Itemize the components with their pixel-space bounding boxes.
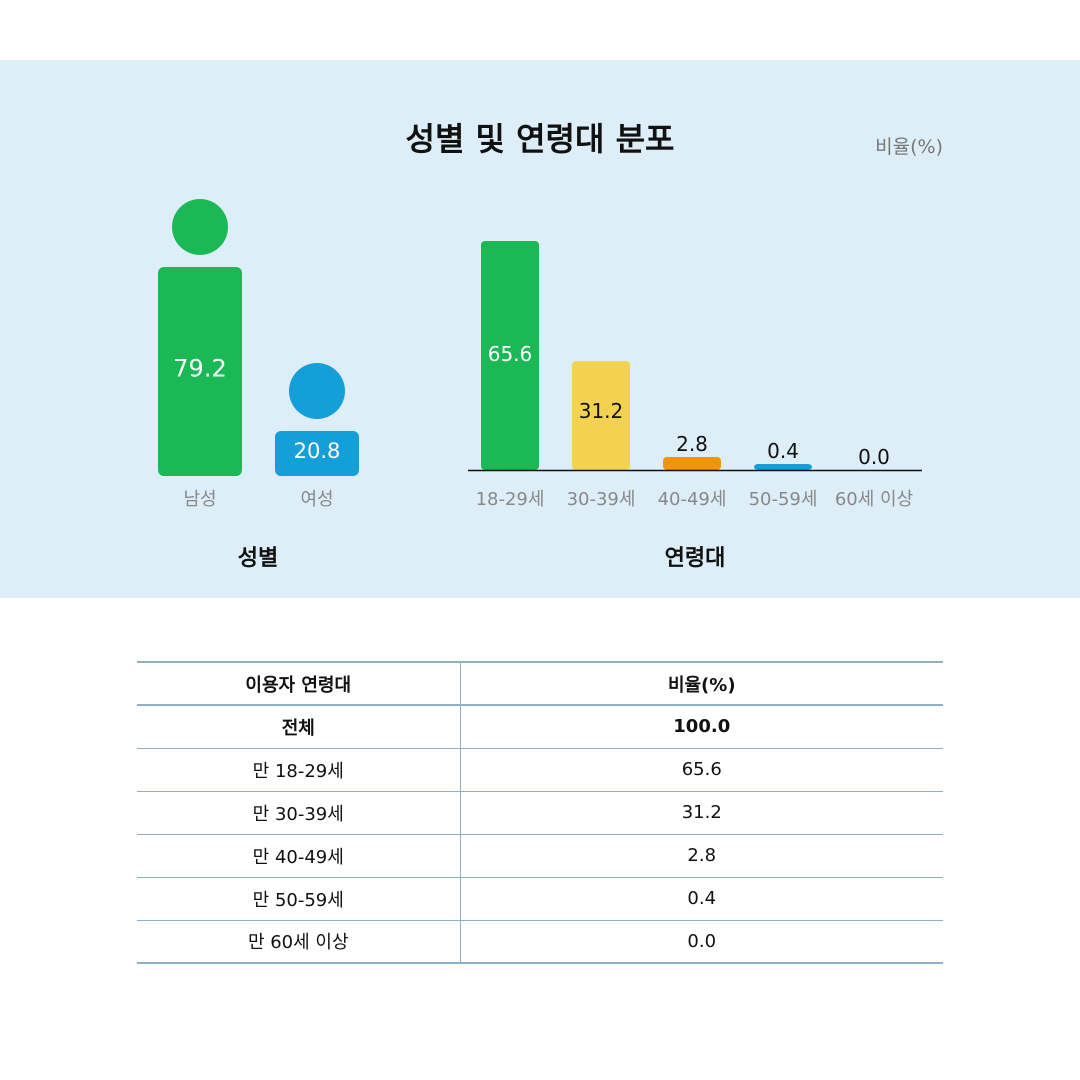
age-category-label: 30-39세 bbox=[567, 489, 636, 510]
table-row: 만 50-59세 0.4 bbox=[137, 877, 943, 921]
gender-value-label: 79.2 bbox=[173, 355, 226, 383]
age-bar bbox=[572, 361, 630, 470]
table-cell: 0.0 bbox=[460, 920, 943, 964]
age-value-label: 0.0 bbox=[858, 445, 890, 469]
table-cell: 65.6 bbox=[460, 748, 943, 792]
gender-bar-base bbox=[275, 466, 359, 470]
chart-title: 성별 및 연령대 분포 bbox=[405, 120, 675, 158]
gender-category-label: 여성 bbox=[300, 489, 333, 510]
gender-bar bbox=[158, 267, 242, 476]
age-bar bbox=[481, 241, 539, 470]
age-category-label: 18-29세 bbox=[476, 489, 545, 510]
table-header-row: 이용자 연령대 비율(%) bbox=[137, 661, 943, 706]
person-head-icon bbox=[172, 199, 228, 255]
age-bar bbox=[663, 457, 721, 470]
table-row: 만 40-49세 2.8 bbox=[137, 834, 943, 878]
age-category-label: 50-59세 bbox=[749, 489, 818, 510]
age-value-label: 0.4 bbox=[767, 439, 799, 463]
table-row: 전체 100.0 bbox=[137, 705, 943, 749]
gender-section-label: 성별 bbox=[237, 546, 279, 571]
table-cell: 만 50-59세 bbox=[137, 877, 461, 921]
charts: 79.2 남성 20.8 여성 65.6 18-29세 31.2 30-39세 2.8 40-49… bbox=[158, 199, 922, 510]
gender-bar bbox=[275, 431, 359, 476]
table-cell: 비율(%) bbox=[460, 661, 943, 706]
age-value-label: 65.6 bbox=[488, 342, 533, 366]
table-row: 만 18-29세 65.6 bbox=[137, 748, 943, 792]
table-row: 만 60세 이상 0.0 bbox=[137, 920, 943, 964]
age-bar bbox=[754, 464, 812, 470]
table-cell: 이용자 연령대 bbox=[137, 661, 461, 706]
person-head-icon bbox=[289, 363, 345, 419]
table-cell: 2.8 bbox=[460, 834, 943, 878]
table-cell: 전체 bbox=[137, 705, 461, 749]
table-cell: 만 30-39세 bbox=[137, 791, 461, 835]
gender-category-label: 남성 bbox=[183, 489, 216, 510]
age-value-label: 2.8 bbox=[676, 432, 708, 456]
table-cell: 100.0 bbox=[460, 705, 943, 749]
age-section-label: 연령대 bbox=[664, 546, 726, 571]
table-cell: 31.2 bbox=[460, 791, 943, 835]
unit-label: 비율(%) bbox=[875, 136, 943, 158]
age-category-label: 60세 이상 bbox=[835, 489, 913, 510]
table-cell: 만 18-29세 bbox=[137, 748, 461, 792]
table-cell: 만 40-49세 bbox=[137, 834, 461, 878]
table-row: 만 30-39세 31.2 bbox=[137, 791, 943, 835]
gender-value-label: 20.8 bbox=[294, 439, 341, 463]
gender-bar-base bbox=[158, 466, 242, 470]
age-category-label: 40-49세 bbox=[658, 489, 727, 510]
age-table: 이용자 연령대 비율(%) 전체 100.0 만 18-29세 65.6 만 30-39세 3… bbox=[137, 661, 943, 964]
age-value-label: 31.2 bbox=[579, 399, 624, 423]
table-cell: 0.4 bbox=[460, 877, 943, 921]
table-cell: 만 60세 이상 bbox=[137, 920, 461, 964]
